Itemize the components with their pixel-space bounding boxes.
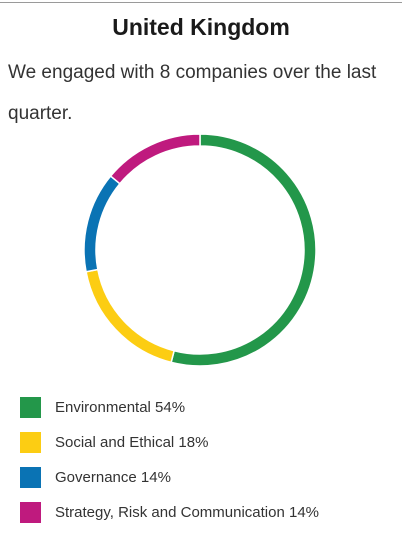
legend-item-strategy-risk-communication: Strategy, Risk and Communication 14%: [20, 502, 400, 523]
donut-slice-strategy-risk-communication: [109, 133, 201, 185]
legend-swatch-strategy-risk-communication: [20, 502, 41, 523]
donut-slice-governance: [83, 175, 121, 273]
legend-swatch-environmental: [20, 397, 41, 418]
donut-chart: [83, 133, 317, 367]
legend-item-environmental: Environmental 54%: [20, 397, 400, 418]
legend-swatch-social-and-ethical: [20, 432, 41, 453]
donut-slice-environmental: [170, 133, 317, 367]
chart-description: We engaged with 8 companies over the las…: [8, 62, 377, 124]
legend-label-governance: Governance 14%: [55, 469, 171, 486]
legend-item-governance: Governance 14%: [20, 467, 400, 488]
legend-item-social-and-ethical: Social and Ethical 18%: [20, 432, 400, 453]
top-divider: [0, 2, 402, 3]
legend-label-strategy-risk-communication: Strategy, Risk and Communication 14%: [55, 504, 320, 521]
legend-label-social-and-ethical: Social and Ethical 18%: [55, 434, 209, 451]
legend-label-environmental: Environmental 54%: [55, 399, 186, 416]
chart-legend: Environmental 54% Social and Ethical 18%…: [20, 397, 400, 537]
chart-title: United Kingdom: [112, 14, 290, 40]
donut-slice-social-and-ethical: [85, 268, 176, 364]
legend-swatch-governance: [20, 467, 41, 488]
